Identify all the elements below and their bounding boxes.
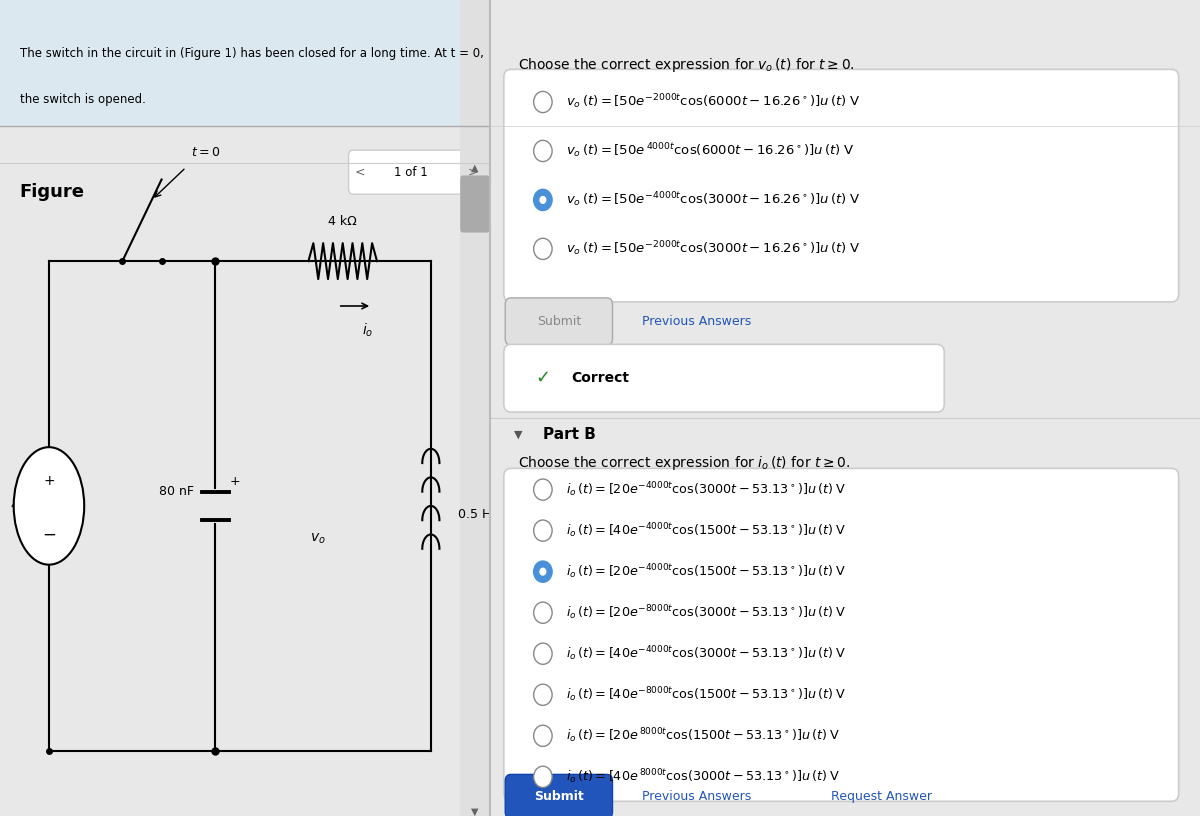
Text: ▼: ▼ bbox=[472, 807, 479, 816]
FancyBboxPatch shape bbox=[504, 468, 1178, 801]
Text: $i_o\,(t) = \left[40e^{-4000t}\cos(1500t - 53.13^\circ)\right]u\,(t)\;\mathrm{V}: $i_o\,(t) = \left[40e^{-4000t}\cos(1500t… bbox=[566, 521, 847, 540]
Text: 48 V: 48 V bbox=[11, 499, 40, 512]
Text: 0.5 H: 0.5 H bbox=[457, 508, 491, 521]
Circle shape bbox=[534, 561, 552, 583]
Text: $v_o\,(t) = \left[50e^{-2000t}\cos(6000t - 16.26^\circ)\right]u\,(t)\;\mathrm{V}: $v_o\,(t) = \left[50e^{-2000t}\cos(6000t… bbox=[566, 93, 860, 111]
Text: ▼: ▼ bbox=[515, 430, 523, 440]
FancyBboxPatch shape bbox=[461, 175, 490, 233]
Text: <: < bbox=[355, 166, 365, 179]
Text: $i_o\,(t) = \left[40e^{-8000t}\cos(1500t - 53.13^\circ)\right]u\,(t)\;\mathrm{V}: $i_o\,(t) = \left[40e^{-8000t}\cos(1500t… bbox=[566, 685, 847, 704]
FancyBboxPatch shape bbox=[505, 298, 612, 345]
Text: Previous Answers: Previous Answers bbox=[642, 790, 751, 803]
FancyBboxPatch shape bbox=[348, 150, 484, 194]
Text: +: + bbox=[43, 474, 55, 489]
FancyBboxPatch shape bbox=[504, 69, 1178, 302]
Text: $v_o\,(t) = \left[50e^{-2000t}\cos(3000t - 16.26^\circ)\right]u\,(t)\;\mathrm{V}: $v_o\,(t) = \left[50e^{-2000t}\cos(3000t… bbox=[566, 240, 860, 258]
Text: Submit: Submit bbox=[534, 790, 584, 803]
Text: $t = 0$: $t = 0$ bbox=[191, 146, 221, 159]
Text: ▲: ▲ bbox=[472, 162, 479, 172]
Circle shape bbox=[534, 238, 552, 259]
Text: Part B: Part B bbox=[542, 428, 595, 442]
Text: Correct: Correct bbox=[571, 370, 629, 385]
Text: −: − bbox=[42, 526, 56, 543]
FancyBboxPatch shape bbox=[461, 0, 490, 816]
Text: the switch is opened.: the switch is opened. bbox=[19, 93, 145, 106]
Text: Request Answer: Request Answer bbox=[830, 790, 931, 803]
Text: ✓: ✓ bbox=[535, 369, 551, 387]
Circle shape bbox=[534, 766, 552, 787]
Text: $v_o\,(t) = \left[50e^{-4000t}\cos(3000t - 16.26^\circ)\right]u\,(t)\;\mathrm{V}: $v_o\,(t) = \left[50e^{-4000t}\cos(3000t… bbox=[566, 191, 860, 209]
FancyBboxPatch shape bbox=[505, 774, 612, 816]
Text: 1 of 1: 1 of 1 bbox=[395, 166, 428, 179]
Circle shape bbox=[534, 140, 552, 162]
FancyBboxPatch shape bbox=[504, 344, 944, 412]
FancyBboxPatch shape bbox=[0, 0, 490, 126]
Circle shape bbox=[534, 189, 552, 211]
Text: Previous Answers: Previous Answers bbox=[642, 315, 751, 328]
Text: The switch in the circuit in (Figure 1) has been closed for a long time. At t = : The switch in the circuit in (Figure 1) … bbox=[19, 47, 484, 60]
Text: $i_o\,(t) = \left[40e^{-4000t}\cos(3000t - 53.13^\circ)\right]u\,(t)\;\mathrm{V}: $i_o\,(t) = \left[40e^{-4000t}\cos(3000t… bbox=[566, 645, 847, 663]
Text: $v_o$: $v_o$ bbox=[311, 531, 326, 546]
Text: $i_o$: $i_o$ bbox=[361, 322, 373, 339]
Circle shape bbox=[13, 447, 84, 565]
Text: $i_o\,(t) = \left[20e^{-4000t}\cos(3000t - 53.13^\circ)\right]u\,(t)\;\mathrm{V}: $i_o\,(t) = \left[20e^{-4000t}\cos(3000t… bbox=[566, 481, 847, 499]
Text: Choose the correct expression for $i_o\,(t)$ for $t \geq 0$.: Choose the correct expression for $i_o\,… bbox=[518, 455, 851, 472]
Text: 80 nF: 80 nF bbox=[158, 485, 193, 498]
Text: 4 kΩ: 4 kΩ bbox=[329, 215, 358, 228]
Text: +: + bbox=[229, 475, 240, 488]
Text: $i_o\,(t) = \left[20e^{-4000t}\cos(1500t - 53.13^\circ)\right]u\,(t)\;\mathrm{V}: $i_o\,(t) = \left[20e^{-4000t}\cos(1500t… bbox=[566, 562, 847, 581]
Circle shape bbox=[534, 643, 552, 664]
Text: $i_o\,(t) = \left[40e^{\,8000t}\cos(3000t - 53.13^\circ)\right]u\,(t)\;\mathrm{V: $i_o\,(t) = \left[40e^{\,8000t}\cos(3000… bbox=[566, 768, 841, 786]
Circle shape bbox=[534, 479, 552, 500]
Text: $v_o\,(t) = \left[50e^{\,4000t}\cos(6000t - 16.26^\circ)\right]u\,(t)\;\mathrm{V: $v_o\,(t) = \left[50e^{\,4000t}\cos(6000… bbox=[566, 142, 854, 160]
Text: Submit: Submit bbox=[538, 315, 581, 328]
Circle shape bbox=[534, 725, 552, 747]
Circle shape bbox=[539, 196, 546, 204]
Text: $i_o\,(t) = \left[20e^{\,8000t}\cos(1500t - 53.13^\circ)\right]u\,(t)\;\mathrm{V: $i_o\,(t) = \left[20e^{\,8000t}\cos(1500… bbox=[566, 726, 841, 745]
Circle shape bbox=[534, 91, 552, 113]
Text: Figure: Figure bbox=[19, 183, 84, 201]
Text: >: > bbox=[467, 166, 478, 179]
Circle shape bbox=[539, 568, 546, 576]
Circle shape bbox=[534, 602, 552, 623]
Text: Choose the correct expression for $v_o\,(t)$ for $t \geq 0$.: Choose the correct expression for $v_o\,… bbox=[518, 56, 854, 74]
Circle shape bbox=[534, 520, 552, 541]
Text: $i_o\,(t) = \left[20e^{-8000t}\cos(3000t - 53.13^\circ)\right]u\,(t)\;\mathrm{V}: $i_o\,(t) = \left[20e^{-8000t}\cos(3000t… bbox=[566, 603, 847, 622]
Circle shape bbox=[534, 684, 552, 705]
